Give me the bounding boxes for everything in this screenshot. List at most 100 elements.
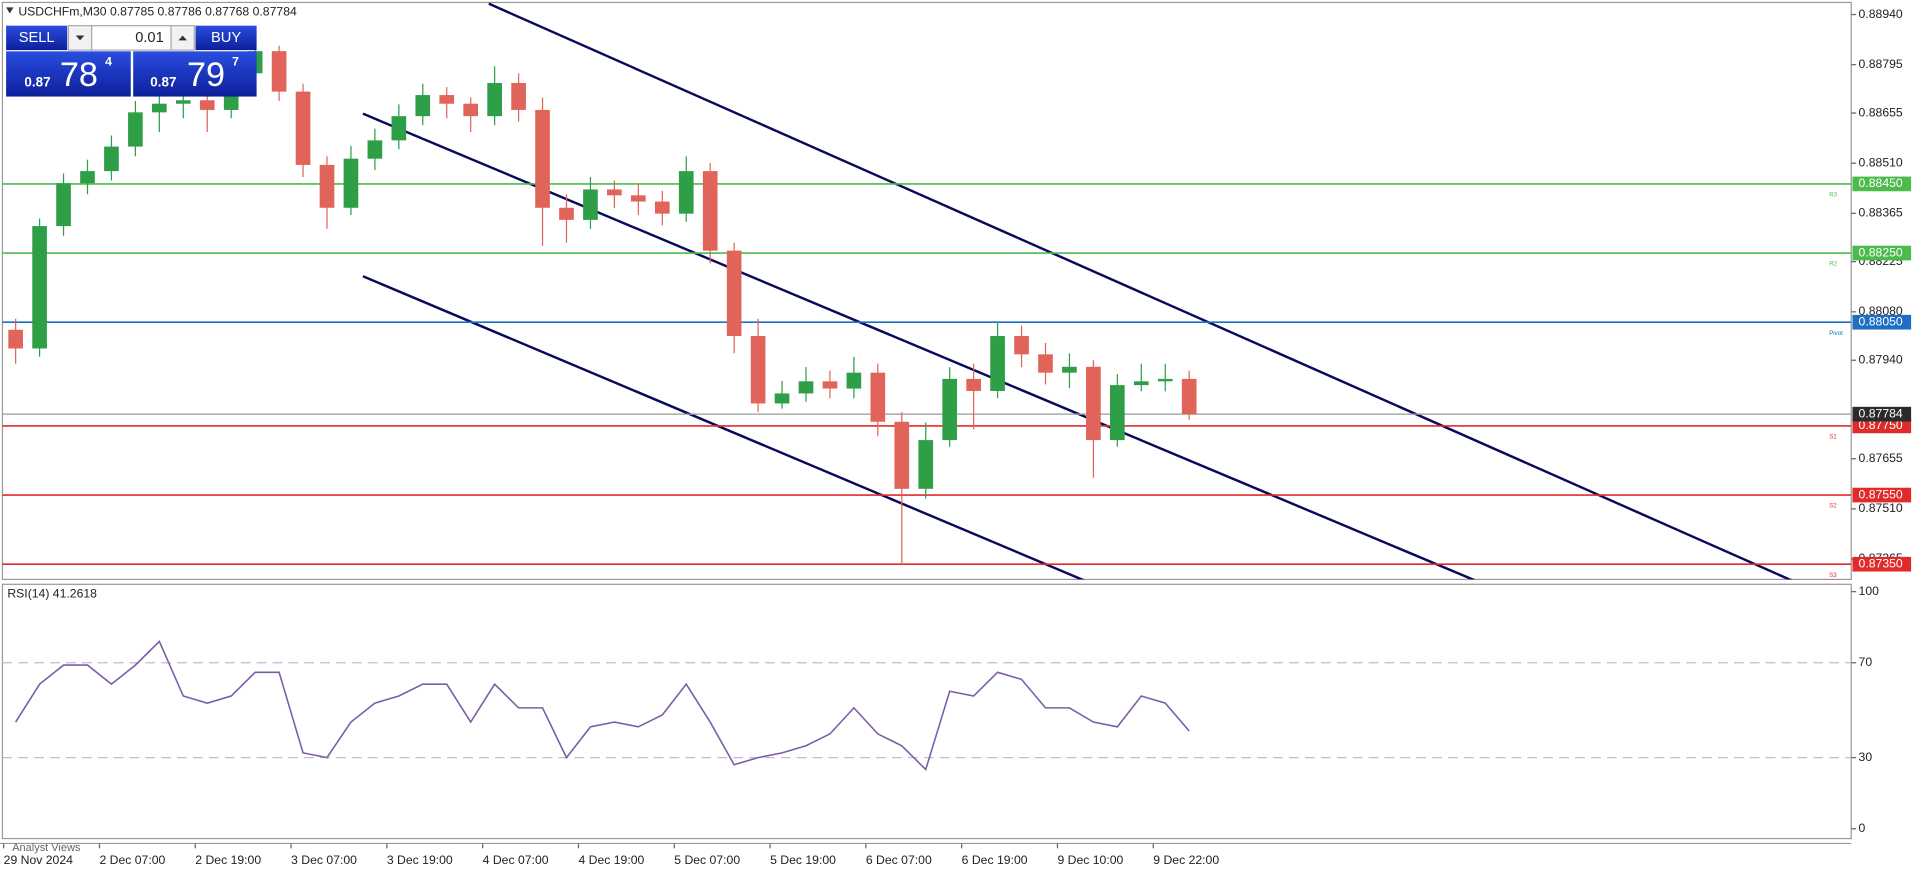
level-name: R2 <box>1829 261 1837 268</box>
candle-body <box>295 91 311 165</box>
plot: 0.88940 0.88795 0.88655 0.88510 0.88365 0.882… <box>2 7 1912 867</box>
candle-body <box>1062 366 1077 373</box>
candle-body <box>343 158 359 208</box>
sell-label: SELL <box>19 30 55 46</box>
level-name: R3 <box>1829 192 1837 199</box>
x-tick-label: 2 Dec 19:00 <box>195 853 261 867</box>
y-tick-label: 0.87655 <box>1859 451 1903 465</box>
candle-body <box>319 164 335 208</box>
candle-body <box>415 95 431 117</box>
buy-label: BUY <box>211 30 241 46</box>
candle-body <box>846 372 862 389</box>
candle-body <box>726 250 742 337</box>
candle-body <box>966 378 981 391</box>
x-tick-label: 5 Dec 07:00 <box>674 853 740 867</box>
rsi-title: RSI(14) 41.2618 <box>7 586 97 600</box>
level-price: 0.88050 <box>1859 314 1903 328</box>
candle-body <box>152 103 167 113</box>
candle-body <box>80 171 95 184</box>
lot-input[interactable] <box>91 25 172 51</box>
x-tick-label: 9 Dec 10:00 <box>1057 853 1123 867</box>
rsi-tick-label: 30 <box>1859 750 1873 764</box>
x-tick-label: 4 Dec 07:00 <box>483 853 549 867</box>
candle-body <box>271 51 287 92</box>
candle-body <box>367 140 383 159</box>
candle-body <box>1181 378 1197 415</box>
level-price: 0.87750 <box>1859 418 1903 432</box>
rsi-tick-label: 70 <box>1859 655 1873 669</box>
candle-body <box>104 146 119 172</box>
y-tick-label: 0.88510 <box>1859 155 1903 169</box>
header-icon <box>6 7 14 14</box>
candle-body <box>990 336 1005 391</box>
sell-button[interactable] <box>6 25 68 51</box>
candle-body <box>1086 366 1101 441</box>
level-price: 0.88250 <box>1859 245 1903 259</box>
buy-price-box[interactable] <box>133 51 257 97</box>
sell-price-box[interactable] <box>6 51 131 97</box>
buy-frac: 7 <box>232 55 239 69</box>
candle-body <box>439 95 455 104</box>
candle-body <box>631 195 646 202</box>
x-tick-label: 6 Dec 19:00 <box>962 853 1028 867</box>
x-tick-label: 9 Dec 22:00 <box>1153 853 1219 867</box>
candle-body <box>8 329 23 349</box>
candle-body <box>1110 385 1125 441</box>
candle-body <box>463 103 479 117</box>
candle-body <box>942 378 958 441</box>
candle-body <box>607 189 622 196</box>
y-tick-label: 0.88655 <box>1859 105 1903 119</box>
candle-body <box>1133 381 1149 386</box>
level-tag <box>1852 487 1912 503</box>
level-price: 0.87550 <box>1859 487 1903 501</box>
level-tag <box>1852 314 1912 330</box>
candle-body <box>128 112 143 147</box>
footer-tab[interactable]: Analyst Views <box>12 842 81 854</box>
x-tick-label: 2 Dec 07:00 <box>99 853 165 867</box>
level-name: S2 <box>1829 503 1837 510</box>
rsi-tick-label: 100 <box>1859 584 1880 598</box>
channel-lower <box>362 275 1085 580</box>
candle-body <box>918 440 934 489</box>
candle-body <box>559 207 574 220</box>
current-price-label: 0.87784 <box>1859 406 1903 420</box>
sell-pips: 78 <box>60 56 98 94</box>
rsi-tick-label: 0 <box>1859 821 1866 835</box>
candle-body <box>774 393 790 404</box>
channel-upper <box>488 2 1793 580</box>
candle-body <box>1014 336 1029 355</box>
candle-body <box>175 100 191 104</box>
level-name: S3 <box>1829 572 1837 579</box>
x-tick-label: 6 Dec 07:00 <box>866 853 932 867</box>
candle-body <box>535 109 550 208</box>
up-arrow <box>178 35 187 41</box>
trade-panel: SELL 0.01 BUY 0.87 78 4 0.87 79 7 <box>6 25 257 97</box>
x-tick-label: 3 Dec 19:00 <box>387 853 453 867</box>
candle-body <box>199 100 215 110</box>
level-tag <box>1852 418 1912 434</box>
level-tag <box>1852 176 1912 192</box>
x-tick-label: 5 Dec 19:00 <box>770 853 836 867</box>
level-price: 0.88450 <box>1859 176 1903 190</box>
level-name: S1 <box>1829 434 1837 441</box>
buy-pips: 79 <box>187 56 225 94</box>
candle-body <box>678 171 694 214</box>
sell-big: 0.87 <box>24 75 50 90</box>
buy-button[interactable] <box>195 25 257 51</box>
candle-body <box>583 189 598 220</box>
y-tick-label: 0.87510 <box>1859 501 1903 515</box>
candle-body <box>822 381 838 389</box>
candle-body <box>870 372 886 422</box>
x-tick-label: 3 Dec 07:00 <box>291 853 357 867</box>
x-tick-label: 4 Dec 19:00 <box>578 853 644 867</box>
candle-body <box>894 421 910 489</box>
sell-frac: 4 <box>105 55 112 69</box>
candle-body <box>391 116 407 141</box>
lot-value: 0.01 <box>135 30 164 46</box>
candle-body <box>702 171 718 251</box>
candle-body <box>511 82 526 110</box>
level-tag <box>1852 556 1912 572</box>
candle-body <box>798 381 814 394</box>
